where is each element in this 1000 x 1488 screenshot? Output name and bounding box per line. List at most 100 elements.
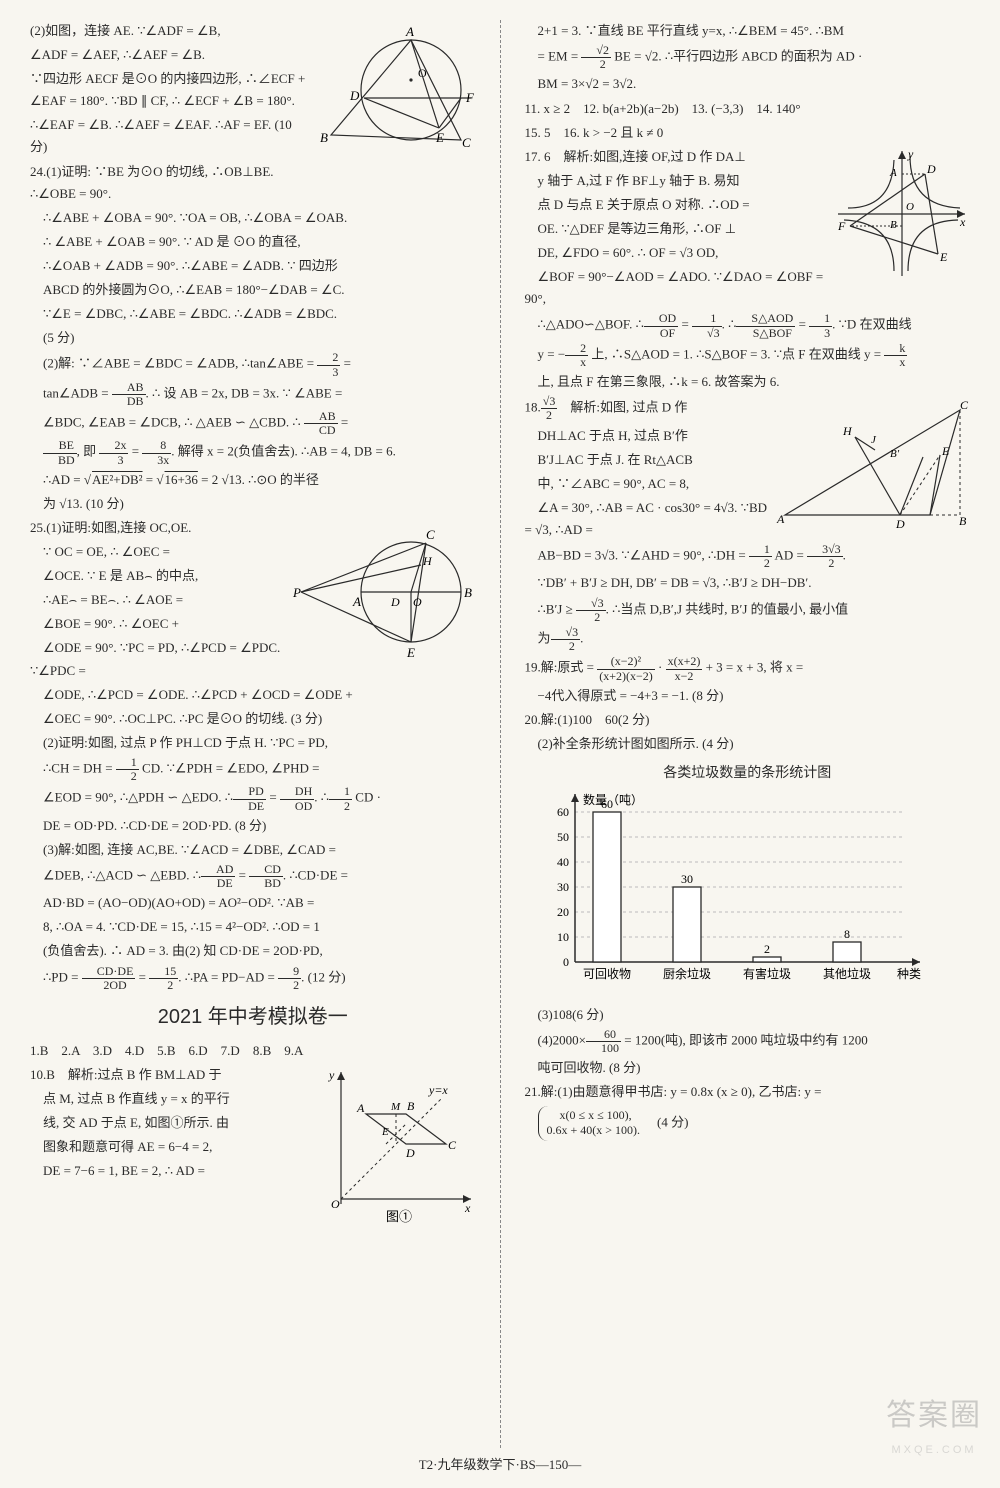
text: AB−BD = 3√3. ∵∠AHD = 90°, ∴DH = 12 AD = … [525,543,971,570]
svg-text:其他垃圾: 其他垃圾 [822,966,870,981]
svg-text:A: A [352,594,361,609]
text: 11. x ≥ 2 12. b(a+2b)(a−2b) 13. (−3,3) 1… [525,98,971,120]
page-footer: T2·九年级数学下·BS—150— [0,1454,1000,1476]
svg-text:D: D [390,595,400,609]
text: 24.(1)证明: ∵BE 为⊙O 的切线, ∴OB⊥BE. ∴∠OBE = 9… [30,161,476,205]
svg-text:有害垃圾: 有害垃圾 [742,966,790,981]
svg-text:30: 30 [681,872,693,886]
svg-text:y: y [328,1068,335,1082]
svg-text:8: 8 [844,927,850,941]
text: 8, ∴OA = 4. ∵CD·DE = 15, ∴15 = 4²−OD². ∴… [30,916,476,938]
text: ∴PD = CD·DE2OD = 152. ∴PA = PD−AD = 92. … [30,965,476,992]
svg-text:B′: B′ [890,448,900,460]
svg-text:O: O [413,595,422,609]
svg-text:可回收物: 可回收物 [582,967,630,981]
text: ∠ODE, ∴∠PCD = ∠ODE. ∴∠PCD + ∠OCD = ∠ODE … [30,684,476,706]
svg-text:y: y [907,147,914,161]
text: (2)解: ∵∠ABE = ∠BDC = ∠ADB, ∴tan∠ABE = 23… [30,351,476,378]
left-column: O A B C D E F (2)如图，连接 AE. ∵∠ADF = ∠B, ∠… [30,20,476,1448]
text: ABCD 的外接圆为⊙O, ∴∠EAB = 180°−∠DAB = ∠C. [30,279,476,301]
text: ∴B′J ≥ √32. ∴当点 D,B′,J 共线时, B′J 的值最小, 最小… [525,597,971,624]
figure-parallelogram-yx: y=x A B C D M E O x y 图① [311,1064,476,1224]
svg-text:0: 0 [563,955,569,969]
text: DE = OD·PD. ∴CD·DE = 2OD·PD. (8 分) [30,815,476,837]
text: 上, 且点 F 在第三象限, ∴k = 6. 故答案为 6. [525,371,971,393]
svg-text:F: F [837,219,846,233]
text: ∠DEB, ∴△ACD ∽ △EBD. ∴ADDE = CDBD. ∴CD·DE… [30,863,476,890]
text: 2+1 = 3. ∵直线 BE 平行直线 y=x, ∴∠BEM = 45°. ∴… [525,20,971,42]
svg-text:D: D [405,1146,415,1160]
svg-text:A: A [776,512,785,526]
svg-text:O: O [331,1197,340,1211]
svg-text:A: A [356,1101,365,1115]
svg-text:B: B [890,219,897,231]
bar-chart: 0102030405060数量（吨）种类60可回收物30厨余垃圾2有害垃圾8其他… [525,787,925,997]
svg-text:P: P [292,585,301,600]
text: ∠EOD = 90°, ∴△PDH ∽ △EDO. ∴PDDE = DHOD. … [30,785,476,812]
svg-text:10: 10 [557,930,569,944]
text: (5 分) [30,327,476,349]
svg-text:A: A [889,167,897,179]
text: (负值舍去). ∴ AD = 3. 由(2) 知 CD·DE = 2OD·PD, [30,940,476,962]
text: ∵DB′ + B′J ≥ DH, DB′ = DB = √3, ∴B′J ≥ D… [525,572,971,594]
svg-text:20: 20 [557,905,569,919]
text: BEBD, 即 2x3 = 83x. 解得 x = 2(负值舍去). ∴AB =… [30,439,476,466]
svg-text:60: 60 [601,797,613,811]
text: 21.解:(1)由题意得甲书店: y = 0.8x (x ≥ 0), 乙书店: … [525,1081,971,1103]
text: (4)2000×60100 = 1200(吨), 即该市 2000 吨垃圾中约有… [525,1028,971,1055]
svg-text:A: A [405,24,414,39]
text: BM = 3×√2 = 3√2. [525,73,971,95]
svg-text:E: E [941,444,950,458]
svg-text:种类: 种类 [897,967,921,981]
svg-text:H: H [842,424,853,438]
text: (3)解:如图, 连接 AC,BE. ∵∠ACD = ∠DBE, ∠CAD = [30,839,476,861]
svg-text:B: B [959,514,967,528]
figure-circle-pc-tangent: P A B C D O E H [291,517,476,667]
text: 20.解:(1)100 60(2 分) [525,709,971,731]
text: ∴∠ABE + ∠OBA = 90°. ∵OA = OB, ∴∠OBA = ∠O… [30,207,476,229]
text: (2)补全条形统计图如图所示. (4 分) [525,733,971,755]
text: 为√32. [525,626,971,653]
svg-text:B: B [464,585,472,600]
svg-text:厨余垃圾: 厨余垃圾 [662,966,710,981]
svg-text:C: C [426,527,435,542]
text: = EM = √22 BE = √2. ∴平行四边形 ABCD 的面积为 AD … [525,44,971,71]
figure-hyperbola-def: D A F B E O x y [830,146,970,281]
text: ∴AD = √AE²+DB² = √16+36 = 2 √13. ∴⊙O 的半径 [30,469,476,491]
text: ∠BDC, ∠EAB = ∠DCB, ∴ △AEB ∽ △CBD. ∴ ABCD… [30,410,476,437]
text: ∴△ADO∽△BOF. ∴ODOF = 1√3. ∴S△AODS△BOF = 1… [525,312,971,339]
svg-text:F: F [465,90,475,105]
svg-text:M: M [390,1101,401,1113]
text: ∴CH = DH = 12 CD. ∵∠PDH = ∠EDO, ∠PHD = [30,756,476,783]
svg-text:2: 2 [764,942,770,956]
figure-triangle-bprime: A B C D E H J B′ [775,395,970,535]
text: AD·BD = (AO−OD)(AO+OD) = AO²−OD². ∵AB = [30,892,476,914]
svg-text:C: C [448,1138,457,1152]
svg-text:x: x [464,1201,471,1215]
svg-text:数量（吨）: 数量（吨） [583,792,643,807]
text: −4代入得原式 = −4+3 = −1. (8 分) [525,685,971,707]
svg-text:D: D [926,162,936,176]
svg-text:O: O [906,201,914,213]
mc-answers: 1.B 2.A 3.D 4.D 5.B 6.D 7.D 8.B 9.A [30,1040,476,1062]
section-heading: 2021 年中考模拟卷一 [30,1000,476,1034]
text: 19.解:原式 = (x−2)²(x+2)(x−2) · x(x+2)x−2 +… [525,655,971,682]
svg-text:J: J [871,434,877,446]
svg-text:C: C [960,398,969,412]
svg-text:B: B [320,130,328,145]
figure-circle-aecf: O A B C D E F [316,20,476,165]
right-column: 2+1 = 3. ∵直线 BE 平行直线 y=x, ∴∠BEM = 45°. ∴… [525,20,971,1448]
svg-text:H: H [422,554,433,568]
svg-text:E: E [381,1126,389,1138]
svg-text:x: x [959,215,966,229]
svg-text:40: 40 [557,855,569,869]
text: ∴ ∠ABE + ∠OAB = 90°. ∵ AD 是 ⊙O 的直径, [30,231,476,253]
svg-text:30: 30 [557,880,569,894]
svg-text:B: B [407,1099,415,1113]
text: x(0 ≤ x ≤ 100), 0.6x + 40(x > 100). (4 分… [525,1106,971,1141]
column-divider [500,20,501,1448]
text: tan∠ADB = ABDB. ∴ 设 AB = 2x, DB = 3x. ∵ … [30,381,476,408]
svg-text:60: 60 [557,805,569,819]
text: y = −2x 上, ∴S△AOD = 1. ∴S△BOF = 3. ∵点 F … [525,342,971,369]
text: 15. 5 16. k > −2 且 k ≠ 0 [525,122,971,144]
